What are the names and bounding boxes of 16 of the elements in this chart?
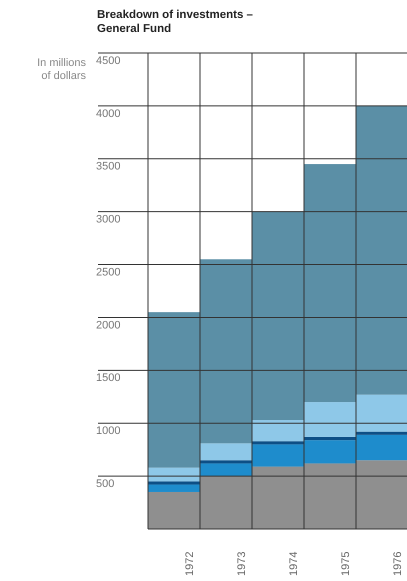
x-tick-label: 1973 (236, 552, 248, 576)
chart-title: Breakdown of investments – General Fund (97, 9, 254, 35)
y-tick-label: 2000 (96, 319, 120, 332)
x-tick-label: 1975 (340, 552, 352, 576)
y-tick-label: 4500 (96, 54, 120, 67)
y-tick-label: 2500 (96, 266, 120, 278)
y-axis-title: In millions of dollars (37, 57, 86, 82)
x-tick-label: 1974 (288, 552, 300, 576)
y-tick-label: 1000 (96, 425, 120, 438)
y-tick-label: 3000 (96, 214, 120, 226)
y-tick-label: 3500 (96, 160, 120, 173)
y-tick-label: 4000 (96, 108, 120, 120)
x-tick-label: 1972 (184, 552, 196, 576)
y-tick-label: 1500 (96, 372, 120, 384)
y-tick-label: 500 (96, 478, 114, 490)
x-tick-label: 1976 (392, 552, 404, 576)
